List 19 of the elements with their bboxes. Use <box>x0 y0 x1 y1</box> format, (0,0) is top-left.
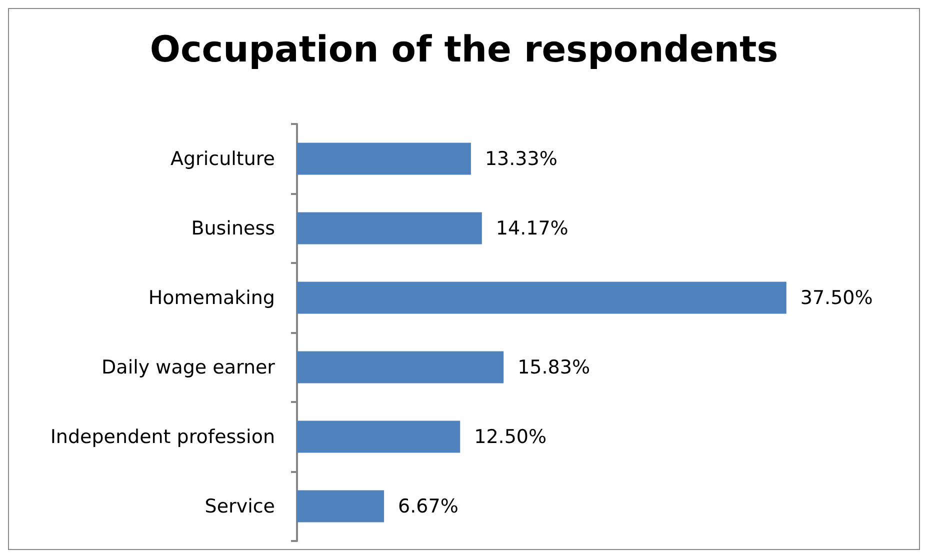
y-tick-label: Daily wage earner <box>102 356 276 378</box>
data-label: 6.67% <box>398 495 458 518</box>
y-tick-label: Independent profession <box>50 426 275 448</box>
bar <box>297 282 786 314</box>
bar <box>297 212 482 244</box>
y-tick-label: Business <box>191 217 275 240</box>
bar <box>297 142 471 175</box>
data-label: 15.83% <box>518 356 590 378</box>
data-label: 13.33% <box>484 148 558 170</box>
data-label: 37.50% <box>800 286 873 309</box>
y-tick-label: Service <box>204 495 275 518</box>
data-label: 12.50% <box>474 426 547 448</box>
bar <box>297 490 384 522</box>
data-label: 14.17% <box>496 217 568 240</box>
bar <box>297 351 504 384</box>
bar <box>297 420 460 453</box>
chart-title: Occupation of the respondents <box>150 30 778 70</box>
y-tick-label: Agriculture <box>170 148 275 170</box>
y-tick-label: Homemaking <box>148 286 275 309</box>
